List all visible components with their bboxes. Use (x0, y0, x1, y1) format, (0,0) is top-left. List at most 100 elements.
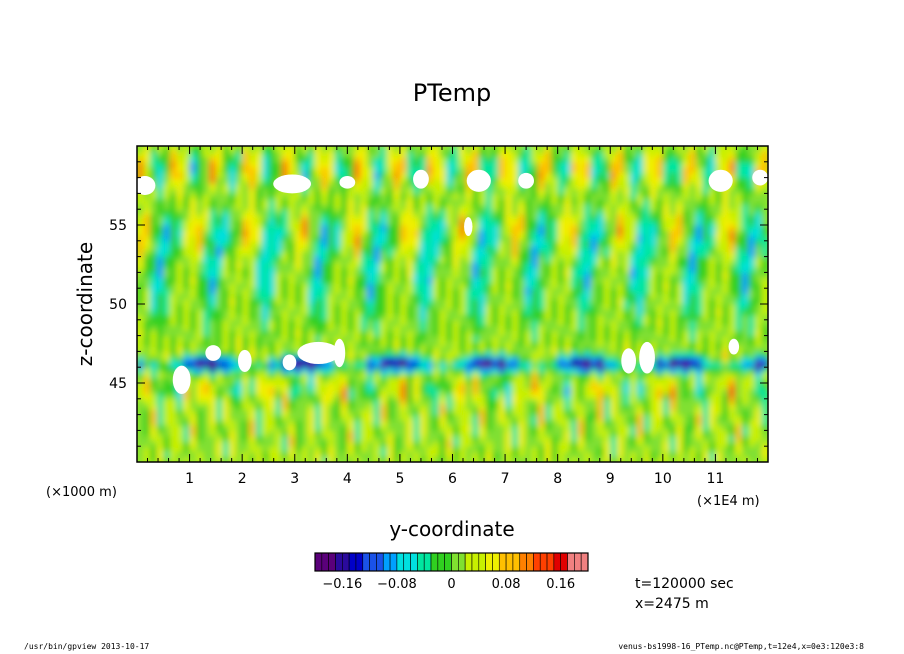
heatmap-cell (294, 156, 302, 163)
heatmap-cell (281, 251, 289, 258)
heatmap-cell (215, 240, 224, 247)
heatmap-cell (399, 272, 408, 279)
heatmap-cell (189, 235, 197, 242)
heatmap-cell (643, 251, 651, 258)
heatmap-cell (261, 214, 270, 221)
heatmap-cell (662, 309, 671, 316)
heatmap-cell (163, 177, 171, 184)
heatmap-cell (583, 377, 592, 384)
heatmap-cell (656, 404, 664, 410)
heatmap-cell (176, 246, 184, 252)
heatmap-cell (413, 230, 421, 237)
heatmap-cell (386, 219, 394, 226)
heatmap-cell (570, 272, 578, 279)
heatmap-cell (229, 203, 237, 210)
heatmap-cell (590, 246, 598, 252)
heatmap-cell (137, 282, 145, 289)
heatmap-cell (255, 272, 263, 279)
heatmap-cell (367, 261, 375, 268)
heatmap-cell (229, 309, 237, 316)
heatmap-cell (551, 214, 559, 221)
heatmap-cell (314, 214, 322, 221)
heatmap-cell (557, 309, 565, 316)
heatmap-cell (321, 251, 329, 258)
heatmap-cell (649, 167, 657, 173)
heatmap-cell (551, 251, 559, 258)
heatmap-cell (380, 230, 388, 237)
heatmap-cell (583, 319, 592, 326)
heatmap-cell (143, 425, 151, 431)
heatmap-cell (426, 209, 434, 216)
heatmap-cell (248, 398, 256, 405)
heatmap-cell (656, 256, 664, 263)
heatmap-cell (439, 235, 447, 242)
heatmap-cell (150, 256, 158, 263)
heatmap-cell (183, 293, 191, 300)
heatmap-cell (150, 435, 158, 442)
heatmap-cell (307, 293, 316, 300)
heatmap-cell (373, 377, 381, 384)
heatmap-cell (255, 398, 263, 405)
heatmap-cell (445, 293, 454, 300)
heatmap-cell (242, 188, 250, 194)
heatmap-cell (347, 388, 355, 395)
heatmap-cell (590, 393, 598, 400)
heatmap-cell (215, 361, 224, 368)
heatmap-cell (636, 261, 644, 268)
heatmap-cell (163, 182, 171, 189)
heatmap-cell (610, 188, 618, 194)
heatmap-cell (511, 451, 519, 458)
heatmap-cell (137, 198, 145, 205)
heatmap-cell (176, 314, 184, 321)
heatmap-cell (537, 235, 546, 242)
heatmap-cell (143, 225, 151, 231)
heatmap-cell (189, 356, 197, 363)
heatmap-cell (360, 304, 368, 310)
heatmap-cell (347, 393, 355, 400)
heatmap-cell (643, 383, 651, 389)
heatmap-cell (399, 246, 408, 252)
heatmap-cell (597, 240, 605, 247)
heatmap-cell (367, 251, 375, 258)
heatmap-cell (367, 446, 375, 453)
heatmap-cell (137, 435, 145, 442)
heatmap-cell (629, 346, 638, 352)
heatmap-cell (551, 361, 559, 368)
heatmap-cell (327, 377, 335, 384)
heatmap-cell (386, 214, 394, 221)
heatmap-cell (491, 209, 500, 216)
heatmap-cell (183, 398, 191, 405)
heatmap-cell (222, 377, 230, 384)
heatmap-cell (156, 161, 164, 168)
heatmap-cell (511, 309, 519, 316)
heatmap-cell (380, 146, 388, 152)
heatmap-cell (163, 225, 171, 231)
heatmap-cell (505, 456, 513, 462)
heatmap-cell (445, 435, 454, 442)
heatmap-cell (656, 298, 664, 305)
heatmap-cell (537, 146, 546, 152)
heatmap-cell (603, 209, 611, 216)
heatmap-cell (505, 435, 513, 442)
heatmap-cell (360, 451, 368, 458)
heatmap-cell (275, 304, 283, 310)
heatmap-cell (202, 188, 210, 194)
heatmap-cell (491, 151, 500, 158)
heatmap-cell (537, 398, 546, 405)
heatmap-cell (406, 451, 414, 458)
heatmap-cell (143, 156, 151, 163)
heatmap-cell (393, 377, 401, 384)
heatmap-cell (294, 361, 302, 368)
heatmap-cell (439, 146, 447, 152)
heatmap-cell (432, 430, 440, 437)
heatmap-cell (288, 304, 296, 310)
heatmap-cell (380, 177, 388, 184)
heatmap-cell (478, 304, 486, 310)
heatmap-cell (373, 209, 381, 216)
heatmap-cell (531, 235, 539, 242)
heatmap-cell (603, 246, 611, 252)
heatmap-cell (551, 430, 559, 437)
heatmap-cell (176, 440, 184, 447)
heatmap-cell (557, 451, 565, 458)
heatmap-cell (209, 167, 217, 173)
